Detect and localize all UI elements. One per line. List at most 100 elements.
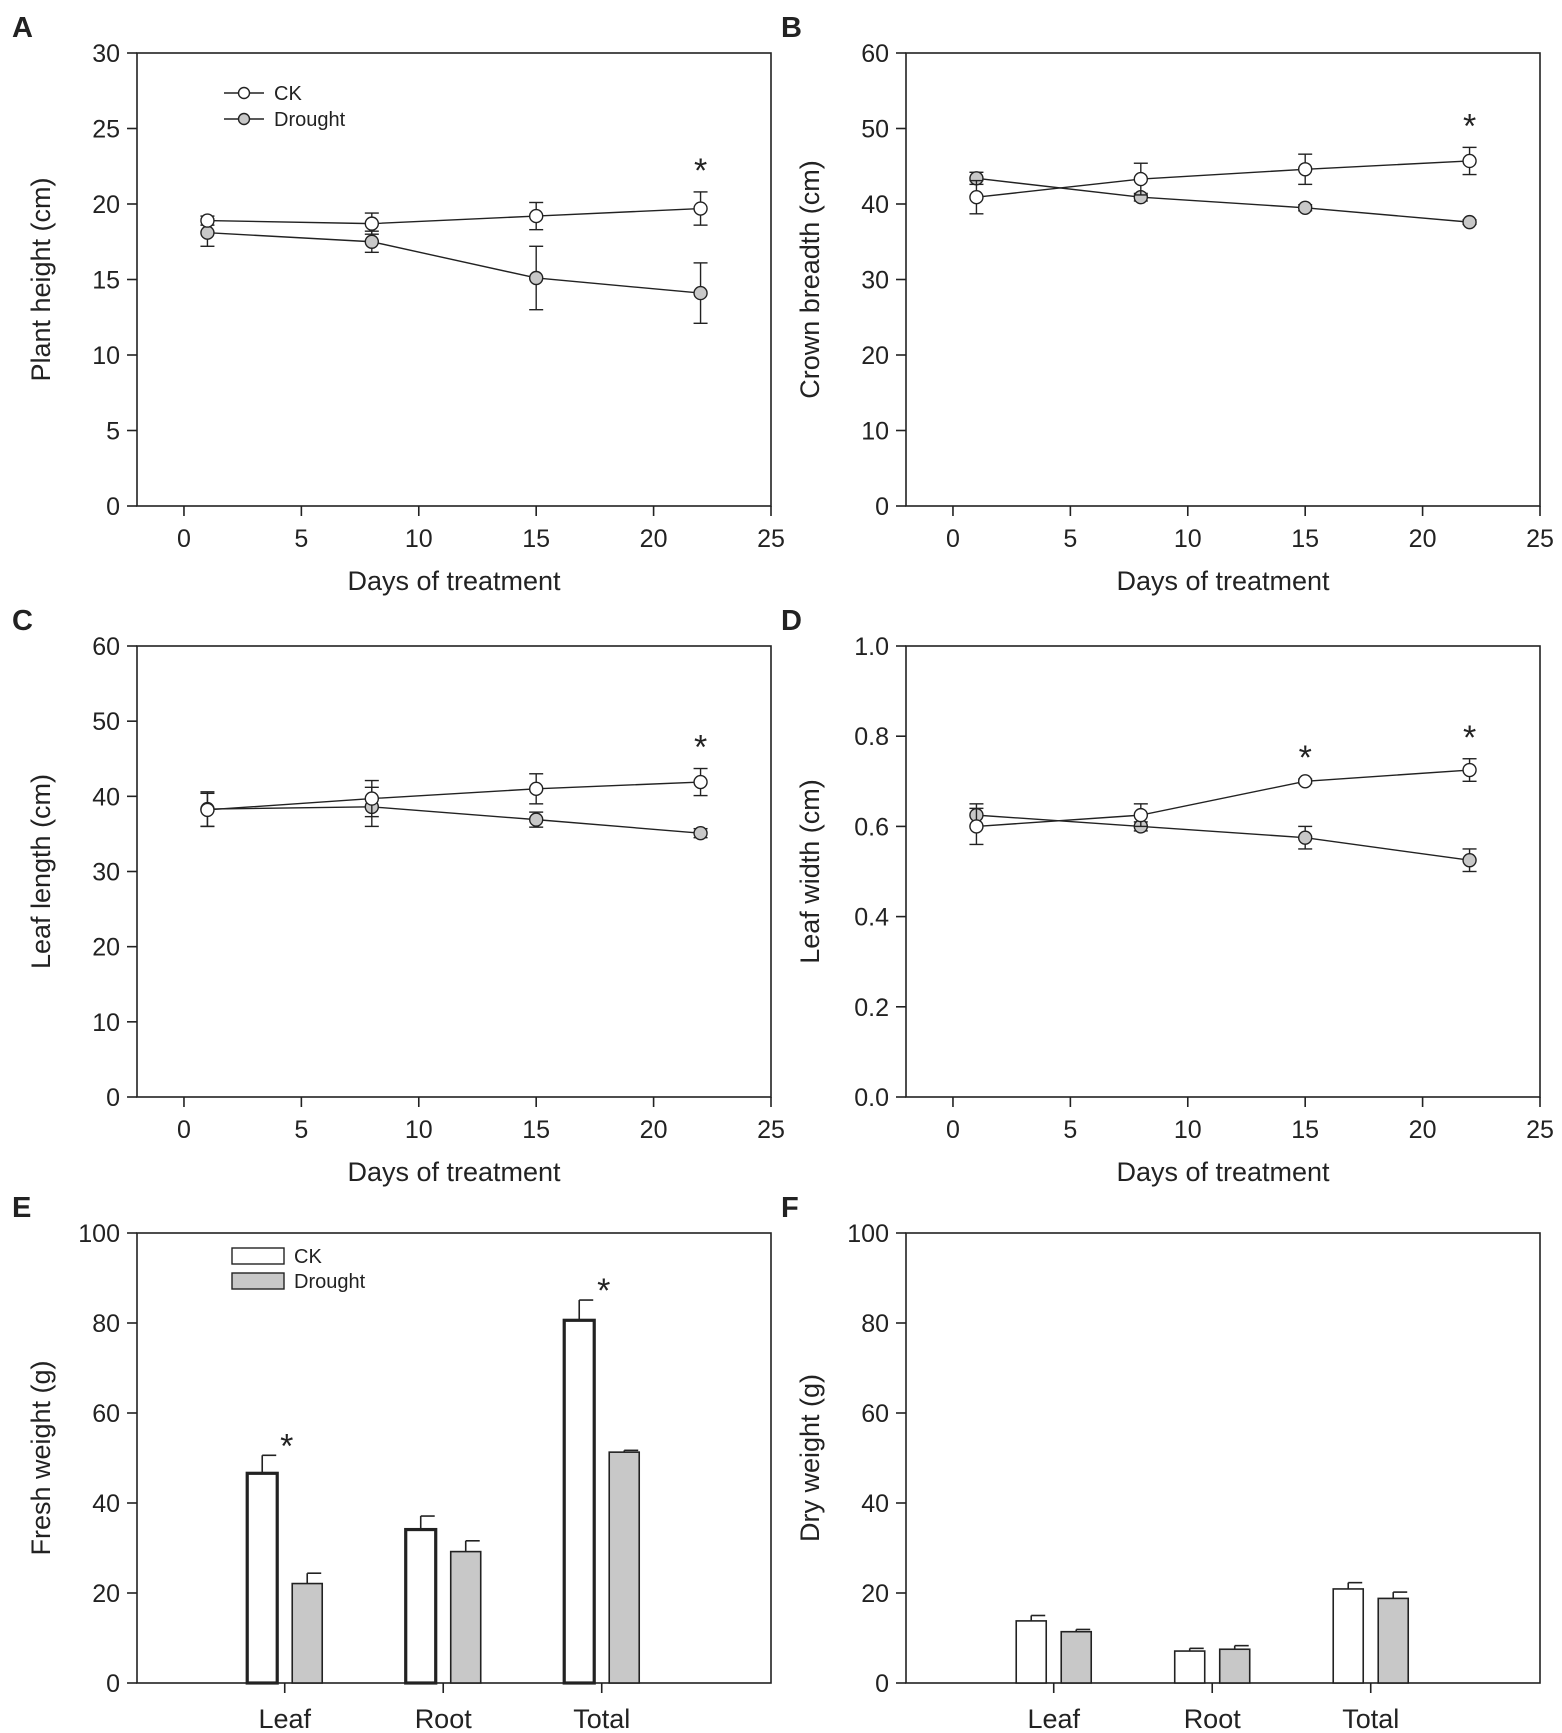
y-tick-label: 60 — [861, 1400, 889, 1428]
legend-swatch — [231, 1247, 285, 1265]
y-tick-label: 50 — [861, 116, 889, 144]
x-tick-label: 0 — [946, 1116, 960, 1144]
y-tick-label: 100 — [78, 1220, 120, 1248]
legend-label: Drought — [274, 109, 346, 131]
bar-drought-root — [449, 1540, 482, 1684]
panel-letter: E — [12, 1192, 31, 1224]
data-point — [1297, 774, 1313, 789]
y-axis-title: Dry weight (g) — [795, 1374, 825, 1542]
significance-marker: * — [597, 1272, 610, 1310]
x-axis-title: Days of treatment — [1116, 1157, 1330, 1187]
bar — [245, 1471, 279, 1685]
bar-drought-total — [1377, 1591, 1410, 1684]
data-point — [364, 791, 380, 806]
x-tick-label: 25 — [1526, 1116, 1554, 1144]
data-point — [364, 216, 380, 231]
significance-marker: * — [694, 152, 707, 190]
y-tick-label: 15 — [92, 267, 120, 295]
panel-f: F 0 20 40 60 80 100 Dry weight (g) Leaf Root Total — [781, 1192, 1541, 1733]
bar — [562, 1318, 596, 1685]
series-ck — [969, 758, 1477, 846]
y-tick-label: 40 — [92, 1490, 120, 1518]
data-point — [200, 213, 215, 228]
y-tick-label: 0.0 — [854, 1084, 889, 1112]
data-point — [1297, 200, 1313, 215]
panel-b: B 0 10 20 30 40 50 60 Crown breadth (cm) 0 5 10 15 20… — [781, 12, 1554, 596]
series-ck — [200, 191, 708, 235]
x-tick-label: 5 — [1063, 1116, 1077, 1144]
x-tick-label: 5 — [294, 525, 308, 553]
legend-label: CK — [294, 1246, 322, 1268]
x-tick-label: 0 — [177, 525, 191, 553]
bar — [608, 1451, 641, 1684]
x-tick-label: 15 — [522, 525, 550, 553]
legend-marker — [237, 86, 251, 100]
data-point — [1462, 153, 1477, 169]
x-tick-label: 0 — [946, 525, 960, 553]
x-axis-title: Days of treatment — [347, 566, 561, 596]
bar-drought-leaf — [291, 1572, 324, 1684]
y-tick-label: 10 — [92, 342, 120, 370]
panel-a: A 0 5 10 15 20 25 30 Plant height (cm) 0 5 10 15 20 25… — [12, 12, 785, 596]
bar — [1377, 1597, 1410, 1684]
category-label: Root — [1184, 1704, 1242, 1733]
bar — [1173, 1650, 1206, 1684]
data-point — [693, 201, 708, 216]
data-point — [1462, 853, 1477, 868]
data-point — [1462, 214, 1477, 230]
bar — [291, 1582, 324, 1684]
bar-ck-total — [1332, 1581, 1365, 1684]
data-point — [969, 819, 984, 834]
panel-letter: A — [12, 12, 33, 44]
bar-ck-root — [404, 1515, 438, 1685]
data-point — [1133, 807, 1149, 823]
x-tick-label: 5 — [1063, 525, 1077, 553]
plot-frame — [905, 645, 1541, 1098]
y-tick-label: 0 — [875, 1670, 889, 1698]
data-point — [969, 190, 984, 205]
y-tick-label: 80 — [861, 1310, 889, 1338]
x-tick-label: 20 — [1409, 1116, 1437, 1144]
x-tick-label: 20 — [1409, 525, 1437, 553]
series-line — [976, 769, 1470, 828]
x-tick-label: 5 — [294, 1116, 308, 1144]
bar — [1332, 1588, 1365, 1684]
y-tick-label: 40 — [861, 191, 889, 219]
y-tick-label: 30 — [92, 859, 120, 887]
y-tick-label: 80 — [92, 1310, 120, 1338]
bar-ck-total — [562, 1299, 596, 1685]
y-axis-title: Leaf length (cm) — [26, 774, 56, 969]
bar-ck-leaf — [245, 1454, 279, 1685]
bar — [449, 1550, 482, 1684]
y-tick-label: 25 — [92, 116, 120, 144]
y-tick-label: 10 — [861, 418, 889, 446]
x-tick-label: 15 — [1291, 1116, 1319, 1144]
y-tick-label: 60 — [92, 1400, 120, 1428]
y-tick-label: 0 — [875, 493, 889, 521]
y-tick-label: 30 — [861, 267, 889, 295]
legend-label: Drought — [294, 1271, 366, 1293]
data-point — [1297, 162, 1313, 177]
series-ck — [969, 146, 1477, 215]
y-axis-title: Fresh weight (g) — [26, 1360, 56, 1555]
x-tick-label: 0 — [177, 1116, 191, 1144]
panel-c: C 0 10 20 30 40 50 60 Leaf length (cm) 0 5 10 15 20 25… — [12, 605, 785, 1187]
y-axis-title: Plant height (cm) — [26, 177, 56, 381]
data-point — [693, 825, 708, 841]
data-point — [693, 774, 708, 790]
x-tick-label: 10 — [405, 1116, 433, 1144]
x-tick-label: 20 — [640, 525, 668, 553]
bar — [1218, 1648, 1251, 1684]
y-tick-label: 20 — [92, 1580, 120, 1608]
x-tick-label: 25 — [757, 1116, 785, 1144]
panel-letter: B — [781, 12, 802, 44]
data-point — [693, 285, 708, 301]
series-drought — [200, 218, 708, 324]
y-tick-label: 0.4 — [854, 904, 889, 932]
category-label: Leaf — [258, 1704, 311, 1733]
y-tick-label: 20 — [92, 934, 120, 962]
significance-marker: * — [280, 1427, 293, 1465]
bar-drought-root — [1218, 1644, 1251, 1684]
x-tick-label: 15 — [1291, 525, 1319, 553]
